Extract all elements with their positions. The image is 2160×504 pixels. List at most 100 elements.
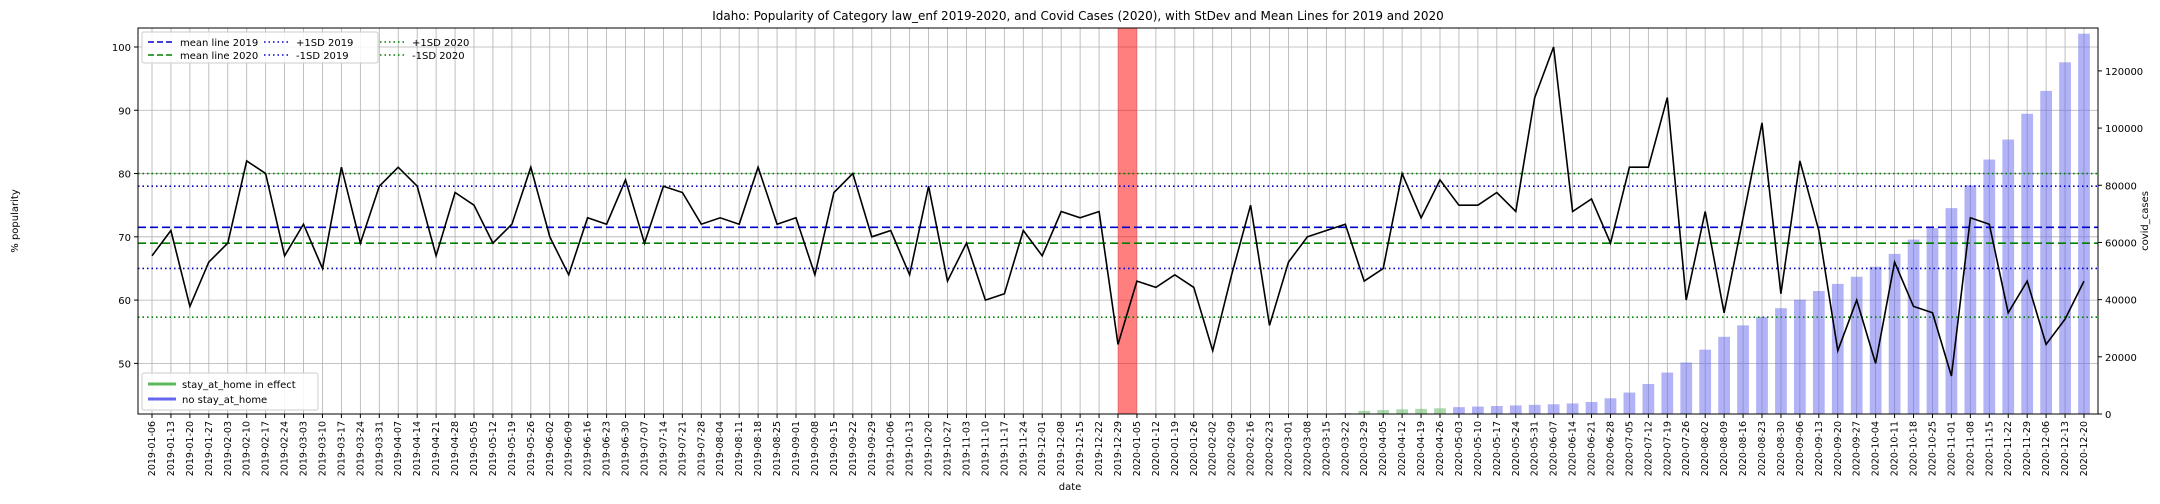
covid-bar bbox=[1907, 239, 1920, 414]
x-tick-label: 2019-06-23 bbox=[602, 421, 613, 476]
x-tick-label: 2020-01-19 bbox=[1170, 421, 1181, 476]
x-tick-label: 2019-03-10 bbox=[318, 421, 329, 476]
x-tick-label: 2020-04-19 bbox=[1416, 421, 1427, 476]
x-tick-label: 2020-03-01 bbox=[1284, 421, 1295, 476]
x-tick-label: 2019-12-15 bbox=[1075, 421, 1086, 476]
covid-bar bbox=[2002, 139, 2015, 414]
covid-bar bbox=[1509, 405, 1522, 414]
x-tick-label: 2020-07-19 bbox=[1662, 421, 1673, 476]
x-tick-label: 2020-09-27 bbox=[1852, 421, 1863, 476]
x-tick-label: 2020-07-12 bbox=[1643, 421, 1654, 476]
covid-bar bbox=[1888, 253, 1901, 414]
x-tick-label: 2019-08-25 bbox=[772, 421, 783, 476]
x-tick-label: 2019-09-22 bbox=[848, 421, 859, 476]
popularity-series bbox=[151, 46, 2085, 377]
x-tick-label: 2019-02-03 bbox=[223, 421, 234, 476]
y2-tick-label: 100000 bbox=[2105, 124, 2143, 135]
x-tick-label: 2019-12-01 bbox=[1037, 421, 1048, 476]
x-tick-label: 2020-11-29 bbox=[2022, 421, 2033, 476]
legend-stats-box bbox=[141, 31, 379, 64]
x-tick-label: 2020-08-30 bbox=[1776, 421, 1787, 476]
covid-bar bbox=[1756, 316, 1768, 414]
highlight-span bbox=[1118, 28, 1137, 414]
x-tick-label: 2019-11-24 bbox=[1018, 421, 1029, 476]
x-tick-label: 2019-06-02 bbox=[545, 421, 556, 476]
y-tick-label: 90 bbox=[118, 106, 131, 117]
x-tick-label: 2019-12-08 bbox=[1056, 421, 1067, 476]
covid-bar bbox=[1812, 291, 1825, 414]
x-tick-label: 2020-06-07 bbox=[1549, 421, 1560, 476]
x-tick-label: 2020-12-06 bbox=[2041, 421, 2052, 476]
y-tick-label: 80 bbox=[118, 170, 131, 181]
x-tick-label: 2019-01-27 bbox=[204, 421, 215, 476]
x-tick-label: 2020-07-05 bbox=[1624, 421, 1635, 476]
y-tick-label: 60 bbox=[118, 296, 131, 307]
y2-tick-label: 20000 bbox=[2105, 353, 2137, 364]
x-tick-label: 2020-11-22 bbox=[2003, 421, 2014, 476]
covid-bar bbox=[1547, 404, 1560, 414]
x-tick-label: 2019-09-01 bbox=[791, 421, 802, 476]
covid-bar bbox=[1680, 362, 1693, 414]
covid-bar bbox=[1490, 405, 1503, 414]
covid-bar bbox=[1737, 325, 1749, 414]
x-tick-label: 2020-08-09 bbox=[1719, 421, 1730, 476]
right-axis: 0 20000 40000 60000 80000 100000 120000 bbox=[2098, 67, 2143, 421]
x-tick-label: 2019-10-27 bbox=[943, 421, 954, 476]
covid-bar bbox=[1869, 266, 1882, 414]
left-axis: 50 60 70 80 90 100 bbox=[112, 43, 138, 370]
x-tick-label: 2020-08-23 bbox=[1757, 421, 1768, 476]
covid-bar bbox=[1661, 372, 1674, 414]
x-tick-label: 2019-01-13 bbox=[166, 421, 177, 476]
popularity-line bbox=[151, 46, 2085, 377]
x-tick-label: 2019-04-07 bbox=[393, 421, 404, 476]
covid-bar bbox=[1566, 403, 1579, 414]
x-tick-label: 2020-05-03 bbox=[1454, 421, 1465, 476]
x-tick-label: 2019-02-17 bbox=[261, 421, 272, 476]
covid-bar bbox=[1623, 392, 1636, 414]
covid-bar bbox=[1415, 408, 1427, 414]
x-tick-label: 2019-03-24 bbox=[355, 421, 366, 476]
x-tick-label: 2019-10-20 bbox=[924, 421, 935, 476]
covid-bar bbox=[1699, 349, 1712, 414]
x-tick-label: 2020-01-05 bbox=[1132, 421, 1143, 476]
x-tick-label: 2020-09-06 bbox=[1795, 421, 1806, 476]
covid-bar bbox=[1396, 409, 1408, 414]
x-tick-label: 2019-06-30 bbox=[621, 421, 632, 476]
x-tick-label: 2019-12-29 bbox=[1113, 421, 1124, 476]
x-tick-label: 2019-05-12 bbox=[488, 421, 499, 476]
x-tick-label: 2020-10-11 bbox=[1890, 421, 1901, 476]
chart-title: Idaho: Popularity of Category law_enf 20… bbox=[712, 9, 1444, 23]
x-tick-label: 2019-08-04 bbox=[715, 421, 726, 476]
x-tick-label: 2019-09-08 bbox=[810, 421, 821, 476]
x-tick-label: 2020-11-01 bbox=[1946, 421, 1957, 476]
x-tick-label: 2020-06-28 bbox=[1606, 421, 1617, 476]
x-tick-label: 2020-10-25 bbox=[1928, 421, 1939, 476]
covid-bar bbox=[1964, 185, 1977, 414]
x-tick-label: 2019-03-31 bbox=[374, 421, 385, 476]
legend-label: +1SD 2019 bbox=[296, 38, 353, 49]
covid-bar bbox=[2078, 33, 2090, 415]
y2-tick-label: 40000 bbox=[2105, 296, 2137, 307]
y-axis-label: % popularity bbox=[10, 189, 21, 253]
covid-bar bbox=[2059, 62, 2071, 415]
grid bbox=[138, 28, 2098, 414]
x-tick-label: 2020-05-10 bbox=[1473, 421, 1484, 476]
legend-label: mean line 2019 bbox=[180, 38, 258, 49]
x-tick-label: 2020-06-21 bbox=[1587, 421, 1598, 476]
y2-tick-label: 80000 bbox=[2105, 181, 2137, 192]
x-tick-label: 2019-05-26 bbox=[526, 421, 537, 476]
x-tick-label: 2019-02-10 bbox=[242, 421, 253, 476]
x-tick-label: 2020-02-16 bbox=[1246, 421, 1257, 476]
covid-bar bbox=[1794, 299, 1806, 414]
x-tick-label: 2019-10-13 bbox=[905, 421, 916, 476]
covid-bar bbox=[1642, 383, 1655, 414]
x-tick-label: 2020-10-18 bbox=[1909, 421, 1920, 476]
legend-sah-box bbox=[141, 372, 319, 411]
x-axis: 2019-01-06 2019-01-13 2019-01-20 2019-01-27… bbox=[147, 414, 2090, 476]
x-tick-label: 2019-04-14 bbox=[412, 421, 423, 476]
x-tick-label: 2019-10-06 bbox=[886, 421, 897, 476]
x-tick-label: 2019-05-19 bbox=[507, 421, 518, 476]
covid-bar bbox=[1585, 401, 1598, 414]
x-tick-label: 2019-07-07 bbox=[640, 421, 651, 476]
x-tick-label: 2019-01-20 bbox=[185, 421, 196, 476]
